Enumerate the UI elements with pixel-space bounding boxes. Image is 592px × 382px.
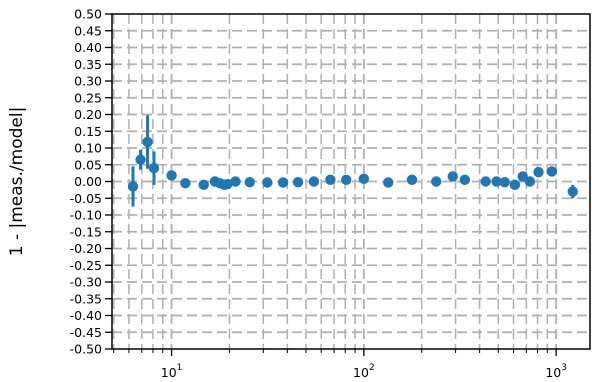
data-point (567, 186, 578, 197)
y-tick-label: -0.40 (70, 308, 102, 323)
x-tick-label: 102 (353, 363, 375, 380)
data-points (127, 115, 578, 207)
data-point (383, 177, 394, 188)
x-tick-label-exponent: 2 (369, 363, 375, 373)
y-tick-label: 0.35 (74, 57, 102, 72)
x-tick-label-base: 10 (545, 365, 561, 380)
data-point (222, 178, 233, 190)
x-tick-label: 101 (161, 363, 183, 380)
y-tick-label: 0.05 (74, 157, 102, 172)
y-tick-label: -0.45 (70, 325, 102, 340)
data-point (262, 177, 273, 188)
data-point (546, 166, 558, 177)
y-tick-label: 0.10 (74, 141, 102, 156)
data-point (230, 176, 241, 187)
x-tick-label: 103 (545, 363, 567, 380)
data-point (166, 170, 177, 181)
data-point (198, 179, 209, 191)
data-point (341, 174, 352, 186)
data-point (135, 154, 146, 165)
data-point (431, 176, 442, 187)
data-point (142, 136, 153, 148)
y-tick-label: 0.40 (74, 40, 102, 55)
x-tick-label-base: 10 (161, 365, 177, 380)
data-point (491, 176, 502, 187)
y-axis-label: 1 - |meas./model| (7, 107, 27, 257)
data-point (148, 162, 160, 174)
data-point (358, 173, 370, 185)
y-tick-label: -0.30 (70, 275, 102, 290)
data-point (459, 174, 471, 186)
data-point (127, 181, 139, 192)
data-point (509, 179, 521, 191)
data-point (480, 176, 491, 187)
y-tick-label: -0.10 (70, 208, 102, 223)
y-tick-label: -0.35 (70, 291, 102, 306)
data-point (406, 174, 418, 186)
y-tick-label: 0.00 (74, 174, 102, 189)
data-point (524, 176, 536, 187)
data-point (292, 176, 304, 188)
y-tick-label: 0.25 (74, 90, 102, 105)
data-point (533, 166, 544, 178)
data-point (447, 171, 458, 182)
tick-labels: 0.500.45 0.40 0.35 0.300.25 0.20 0.15 0.100.05… (70, 7, 567, 381)
x-tick-label-exponent: 1 (177, 363, 183, 373)
data-point (325, 174, 336, 186)
y-tick-label: 0.45 (74, 23, 102, 38)
x-tick-label-exponent: 3 (561, 363, 567, 373)
y-tick-label: 0.15 (74, 124, 102, 139)
data-point (244, 176, 255, 188)
y-tick-label: 0.50 (74, 7, 102, 22)
y-tick-label: 0.20 (74, 107, 102, 122)
y-tick-label: 0.30 (74, 74, 102, 89)
data-point (277, 177, 289, 188)
y-tick-label: -0.20 (70, 241, 102, 256)
x-tick-label-base: 10 (353, 365, 369, 380)
axis-ticks (105, 13, 557, 356)
y-tick-label: -0.25 (70, 258, 102, 273)
y-tick-label: -0.15 (70, 224, 102, 239)
data-point (499, 176, 510, 188)
data-point (308, 176, 320, 187)
y-tick-label: -0.05 (70, 191, 102, 206)
y-tick-label: -0.50 (70, 342, 102, 357)
data-point (180, 177, 191, 189)
